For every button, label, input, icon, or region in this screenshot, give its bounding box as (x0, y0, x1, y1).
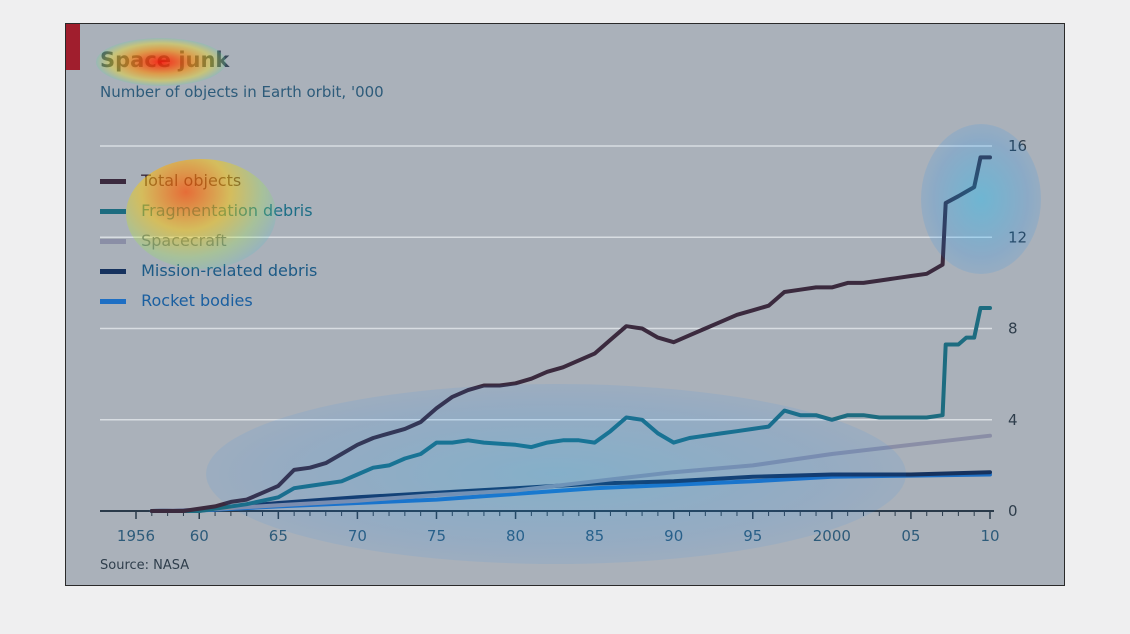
x-tick-label: 90 (664, 527, 683, 545)
x-tick-label: 1956 (117, 527, 155, 545)
chart-legend: Total objects Fragmentation debris Space… (100, 166, 317, 316)
x-tick-label: 2000 (813, 527, 851, 545)
x-tick-label: 65 (269, 527, 288, 545)
series-line-spacecraft (149, 433, 992, 513)
legend-label: Rocket bodies (141, 291, 253, 310)
legend-label: Mission-related debris (141, 261, 318, 280)
x-tick-label: 05 (901, 527, 920, 545)
y-tick-label: 8 (1008, 320, 1018, 338)
y-tick-label: 12 (1008, 228, 1027, 246)
series-line-total-objects (149, 155, 992, 513)
brand-accent-bar (66, 24, 80, 70)
chart-source-note: Source: NASA (100, 558, 190, 573)
legend-swatch (100, 179, 126, 184)
x-tick-label: 75 (427, 527, 446, 545)
legend-swatch (100, 209, 126, 214)
x-tick-label: 85 (585, 527, 604, 545)
y-tick-label: 0 (1008, 502, 1018, 520)
legend-label: Total objects (141, 171, 242, 190)
x-tick-label: 95 (743, 527, 762, 545)
legend-swatch (100, 239, 126, 244)
legend-label: Fragmentation debris (141, 201, 313, 220)
legend-label: Spacecraft (141, 231, 227, 250)
x-tick-label: 70 (348, 527, 367, 545)
legend-swatch (100, 269, 126, 274)
legend-item-rocket-bodies: Rocket bodies (100, 286, 317, 316)
x-tick-label: 60 (190, 527, 209, 545)
legend-item-mission-related-debris: Mission-related debris (100, 256, 317, 286)
series-line-fragmentation-debris (149, 306, 992, 513)
chart-subtitle: Number of objects in Earth orbit, '000 (100, 83, 384, 101)
y-tick-label: 16 (1008, 137, 1027, 155)
x-tick-label: 10 (980, 527, 999, 545)
legend-item-fragmentation-debris: Fragmentation debris (100, 196, 317, 226)
x-tick-label: 80 (506, 527, 525, 545)
legend-item-total-objects: Total objects (100, 166, 317, 196)
chart-figure: Space junk Number of objects in Earth or… (65, 23, 1065, 586)
chart-plot-area: 0 4 8 12 16 1956 60 65 70 75 80 85 90 95 2000 05 10 (100, 137, 1027, 545)
legend-swatch (100, 299, 126, 304)
legend-item-spacecraft: Spacecraft (100, 226, 317, 256)
y-tick-label: 4 (1008, 411, 1018, 429)
